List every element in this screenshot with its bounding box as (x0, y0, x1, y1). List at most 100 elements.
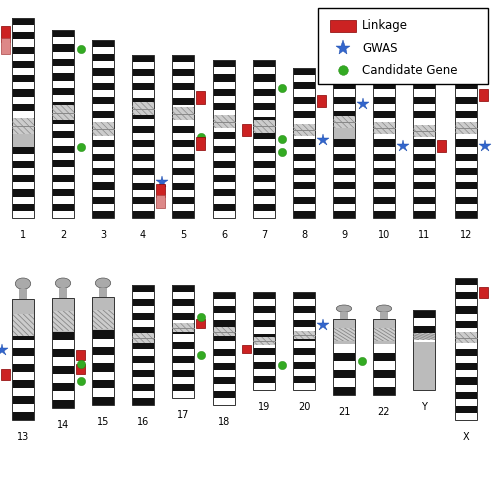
Bar (92, 118, 114, 125)
Bar (333, 116, 355, 128)
Bar (373, 189, 395, 197)
Bar (132, 333, 154, 343)
Bar (333, 96, 355, 104)
Bar (253, 376, 275, 383)
Bar (253, 67, 275, 74)
Bar (132, 306, 154, 313)
Bar (52, 160, 74, 167)
Bar (373, 319, 395, 395)
Bar (172, 119, 194, 126)
Bar (293, 292, 315, 390)
Bar (213, 327, 235, 336)
Bar (172, 391, 194, 398)
Bar (52, 146, 74, 153)
Bar (455, 118, 477, 125)
Bar (132, 348, 154, 356)
Bar (373, 168, 395, 175)
Bar (52, 357, 74, 365)
Bar (59, 288, 67, 297)
Bar (455, 278, 477, 420)
Bar (52, 383, 74, 391)
Bar (293, 125, 315, 132)
Bar (132, 189, 154, 197)
Bar (213, 306, 235, 313)
Bar (455, 82, 477, 90)
Bar (12, 104, 34, 111)
Bar (455, 406, 477, 413)
Bar (213, 161, 235, 168)
Bar (373, 82, 395, 90)
Bar (479, 287, 488, 298)
Bar (172, 154, 194, 161)
Bar (413, 125, 435, 137)
Bar (132, 356, 154, 362)
Bar (373, 197, 395, 204)
Bar (455, 349, 477, 356)
Bar (172, 107, 194, 120)
Bar (253, 383, 275, 390)
Bar (12, 396, 34, 404)
Bar (413, 75, 435, 82)
Bar (253, 292, 275, 299)
Bar (19, 289, 27, 299)
Text: 20: 20 (298, 402, 310, 412)
Bar (413, 326, 435, 334)
Bar (293, 292, 315, 299)
Bar (413, 175, 435, 182)
Bar (132, 83, 154, 91)
Bar (437, 140, 446, 152)
Bar (213, 320, 235, 327)
Bar (132, 333, 154, 343)
Bar (293, 168, 315, 175)
Bar (172, 62, 194, 69)
Bar (172, 140, 194, 147)
Bar (253, 125, 275, 132)
Bar (92, 83, 114, 90)
Bar (213, 146, 235, 153)
Bar (172, 175, 194, 183)
Bar (52, 297, 74, 408)
Bar (333, 378, 355, 387)
Bar (213, 115, 235, 128)
Bar (333, 132, 355, 139)
Bar (172, 327, 194, 335)
Bar (373, 328, 395, 341)
Bar (52, 124, 74, 131)
Bar (172, 76, 194, 83)
Bar (92, 161, 114, 168)
Bar (373, 352, 395, 361)
Bar (479, 89, 488, 101)
Bar (413, 366, 435, 374)
Bar (293, 331, 315, 339)
Bar (293, 189, 315, 197)
Bar (293, 90, 315, 96)
Bar (373, 154, 395, 161)
Bar (52, 37, 74, 44)
Bar (318, 8, 488, 84)
Bar (52, 109, 74, 117)
Bar (172, 323, 194, 333)
Bar (373, 68, 395, 75)
Bar (413, 161, 435, 168)
Ellipse shape (376, 305, 392, 312)
Bar (52, 323, 74, 332)
Bar (333, 211, 355, 218)
Text: 22: 22 (378, 407, 390, 417)
Bar (213, 327, 235, 335)
Bar (253, 132, 275, 139)
Bar (92, 297, 114, 306)
Bar (132, 183, 154, 189)
Bar (293, 327, 315, 334)
Bar (132, 168, 154, 175)
Bar (132, 341, 154, 348)
Bar (293, 68, 315, 75)
Bar (253, 189, 275, 197)
Bar (293, 383, 315, 390)
Bar (172, 323, 194, 333)
Bar (92, 175, 114, 182)
Text: 2: 2 (60, 230, 66, 240)
Bar (333, 204, 355, 211)
Bar (92, 133, 114, 140)
Text: 18: 18 (218, 417, 230, 427)
Bar (333, 90, 355, 96)
